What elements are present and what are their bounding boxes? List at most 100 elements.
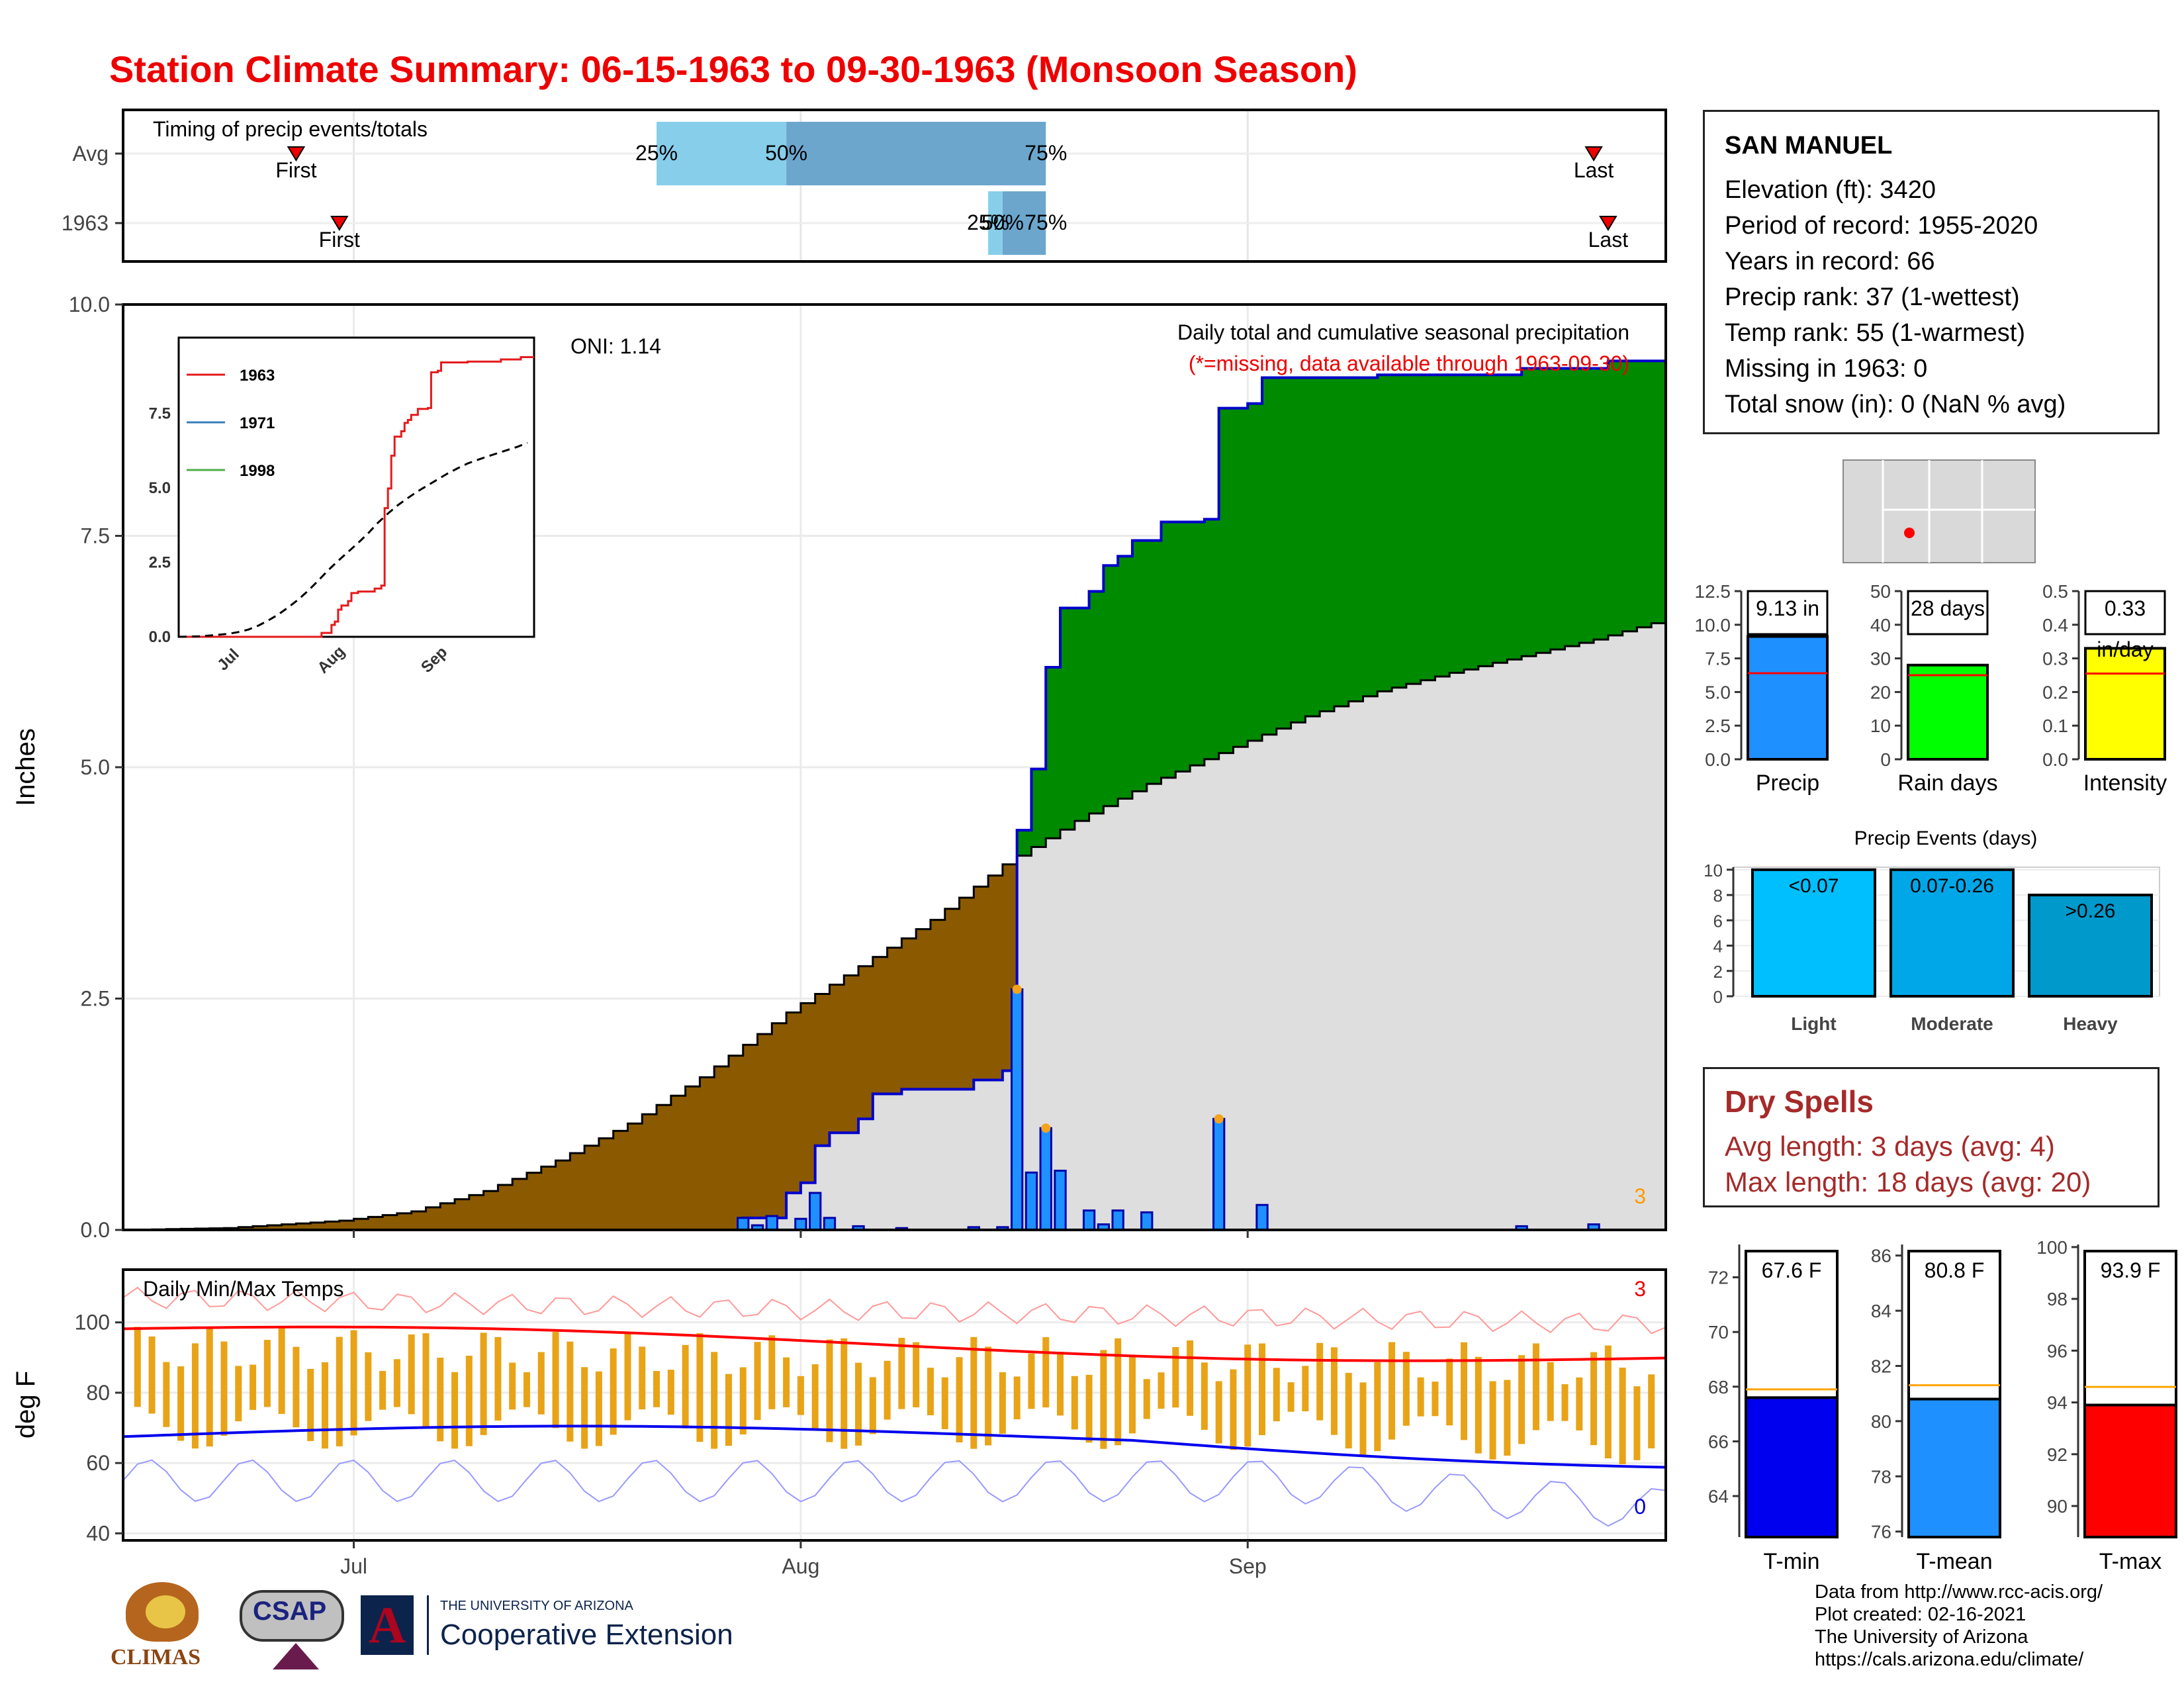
daily-temp-range-bar <box>1230 1369 1237 1450</box>
daily-precip-bar <box>823 1217 837 1231</box>
daily-temp-range-bar <box>1100 1350 1107 1449</box>
summary-value-label: 9.13 in <box>1756 596 1819 620</box>
station-missing: Missing in 1963: 0 <box>1725 355 1928 383</box>
daily-precip-bar <box>1212 1117 1226 1231</box>
daily-temp-range-bar <box>941 1377 948 1429</box>
precip-deficit-area <box>714 1066 729 1230</box>
precip-deficit-area <box>396 1213 412 1230</box>
location-map <box>1843 459 2036 563</box>
precip-deficit-area <box>368 1217 383 1230</box>
daily-precip-bar <box>1140 1211 1154 1231</box>
missing-data-note: (*=missing, data available through 1963-… <box>1189 352 1629 375</box>
daily-temp-range-bar <box>437 1357 444 1442</box>
precip-deficit-area <box>555 1160 570 1230</box>
daily-temp-range-bar <box>293 1346 300 1428</box>
precip-surplus-area <box>1492 375 1508 663</box>
events-title: Precip Events (days) <box>1854 827 2038 849</box>
precip-surplus-area <box>1118 556 1133 799</box>
temp-summary-y-tick-label: 84 <box>1871 1301 1891 1321</box>
precip-surplus-area <box>1190 522 1205 766</box>
precip-deficit-area <box>281 1224 297 1230</box>
precip-surplus-area <box>1406 375 1422 684</box>
precip-deficit-area <box>440 1203 455 1230</box>
month-tick-label: Aug <box>782 1554 819 1578</box>
precip-y-axis-label: Inches <box>11 728 40 806</box>
daily-temp-range-bar <box>1489 1381 1496 1460</box>
inset-chart-bg <box>177 336 535 638</box>
summary-y-tick-label: 40 <box>1870 615 1891 635</box>
daily-temp-range-bar <box>1158 1372 1165 1409</box>
timing-label-75: 75% <box>1024 211 1067 234</box>
precip-surplus-area <box>1594 368 1609 640</box>
precip-surplus-area <box>1334 377 1349 707</box>
summary-value-label: 28 days <box>1911 596 1985 620</box>
daily-temp-range-bar <box>278 1328 285 1414</box>
daily-temp-range-bar <box>523 1372 530 1407</box>
precip-surplus-area <box>1089 591 1104 814</box>
inset-y-tick-label: 5.0 <box>149 479 171 497</box>
temp-summary-y-tick-label: 86 <box>1871 1246 1891 1266</box>
timing-label-25: 25% <box>635 141 678 165</box>
summary-value-box <box>1907 590 1989 635</box>
daily-temp-range-bar <box>826 1339 833 1442</box>
last-event-marker-icon <box>1599 216 1617 231</box>
precip-surplus-area <box>1565 368 1580 647</box>
daily-temp-range-bar <box>1475 1356 1482 1454</box>
daily-temp-range-bar <box>1345 1372 1352 1449</box>
daily-temp-range-bar <box>811 1364 819 1429</box>
inset-legend-label: 1998 <box>240 462 275 480</box>
precip-deficit-area <box>483 1191 499 1230</box>
daily-temp-range-bar <box>754 1342 761 1421</box>
first-event-marker-icon <box>330 216 349 231</box>
precip-surplus-area <box>1608 361 1623 635</box>
precip-surplus-area <box>1262 377 1277 735</box>
precip-deficit-area <box>757 1034 772 1218</box>
daily-temp-range-bar <box>235 1366 242 1422</box>
daily-temp-range-bar <box>465 1356 473 1446</box>
temp-summary-y-tick-label: 66 <box>1708 1431 1729 1452</box>
daily-temp-range-bar <box>985 1346 992 1446</box>
precip-deficit-area <box>512 1178 527 1230</box>
station-temp-rank: Temp rank: 55 (1-warmest) <box>1725 319 2026 347</box>
precip-y-tick-label: 2.5 <box>81 987 110 1011</box>
extreme-precip-marker <box>1041 1123 1051 1133</box>
climas-logo: CLIMAS <box>109 1582 215 1675</box>
summary-y-tick-label: 7.5 <box>1705 649 1731 669</box>
summary-value-label: 0.33 <box>2105 596 2146 620</box>
temp-panel-border <box>122 1268 1667 1542</box>
precip-deficit-area <box>800 1003 816 1183</box>
last-event-label: Last <box>1588 228 1629 252</box>
daily-temp-range-bar <box>379 1371 387 1410</box>
daily-temp-range-bar <box>509 1362 516 1410</box>
dry-spells-avg: Avg length: 3 days (avg: 4) <box>1725 1131 2055 1162</box>
inset-legend-label: 1971 <box>240 414 275 432</box>
precip-surplus-area <box>1435 375 1450 677</box>
events-range-label: >0.26 <box>2066 900 2116 922</box>
summary-value-box <box>2084 590 2166 635</box>
daily-precip-bar <box>809 1192 822 1231</box>
daily-temp-range-bar <box>250 1364 257 1410</box>
daily-precip-bar <box>1054 1170 1067 1231</box>
temp-summary-y-tick-label: 94 <box>2047 1393 2068 1413</box>
timing-label-75: 75% <box>1024 141 1067 165</box>
summary-bar-label: Rain days <box>1897 771 1997 796</box>
precip-deficit-area <box>988 875 1003 1080</box>
events-category-label: Heavy <box>2063 1013 2118 1034</box>
daily-temp-range-bar <box>220 1341 228 1436</box>
precip-deficit-area <box>657 1105 672 1230</box>
daily-temp-range-bar <box>999 1372 1006 1434</box>
summary-y-tick-label: 0.0 <box>2042 749 2068 770</box>
precip-deficit-area <box>685 1086 701 1230</box>
university-of-arizona-logo: A THE UNIVERSITY OF ARIZONA Cooperative … <box>361 1592 758 1665</box>
temp-y-axis-label: deg F <box>11 1371 40 1438</box>
daily-temp-range-bar <box>206 1327 213 1447</box>
precip-deficit-area <box>944 908 960 1090</box>
precip-deficit-area <box>455 1199 470 1230</box>
normal-min-line <box>122 1425 1666 1469</box>
dry-spells-box: Dry Spells Avg length: 3 days (avg: 4) M… <box>1703 1067 2160 1207</box>
precip-surplus-area <box>1074 608 1090 821</box>
precip-deficit-area <box>858 966 874 1119</box>
precip-deficit-area <box>469 1195 484 1230</box>
timing-label-50: 50% <box>765 141 807 165</box>
daily-temp-range-bar <box>682 1344 689 1429</box>
